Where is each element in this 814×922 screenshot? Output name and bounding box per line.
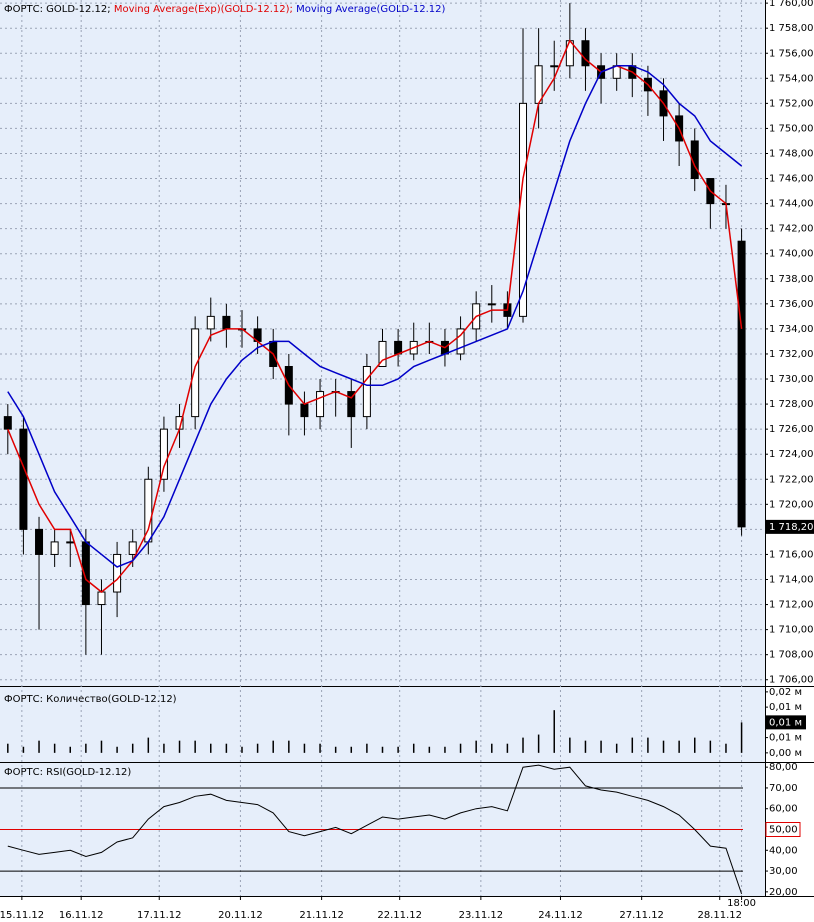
candle-body [362, 365, 371, 418]
candle-body [300, 403, 309, 418]
candle-body [690, 140, 699, 180]
candle-body [534, 65, 543, 104]
candle-body [206, 315, 215, 330]
candle-body [347, 391, 356, 418]
y-tick-label: 0,00 м [769, 748, 802, 759]
panel-title: ФОРТС: Количество(GOLD-12.12) [4, 694, 177, 705]
y-tick-label: 1 752,00 [769, 98, 814, 109]
candle-body [487, 303, 496, 306]
x-tick-label: 23.11.12 [459, 910, 504, 921]
y-tick-label: 1 740,00 [769, 249, 814, 260]
x-tick-label: 18:00 [727, 898, 756, 909]
y-tick-label: 1 724,00 [769, 449, 814, 460]
x-tick-label: 21.11.12 [299, 910, 344, 921]
legend: ФОРТС: GOLD-12.12; Moving Average(Exp)(G… [4, 4, 445, 15]
candle-body [456, 328, 465, 355]
panel-title: ФОРТС: RSI(GOLD-12.12) [4, 767, 131, 778]
y-tick-label: 1 738,00 [769, 274, 814, 285]
candle-body [550, 65, 559, 68]
candle-body [394, 340, 403, 355]
x-tick-label: 27.11.12 [619, 910, 664, 921]
y-tick-label: 0,02 м [769, 687, 802, 698]
x-tick-label: 15.11.12 [0, 910, 44, 921]
x-tick-label: 20.11.12 [218, 910, 263, 921]
y-tick-label: 1 706,00 [769, 675, 814, 686]
y-tick-label: 40,00 [769, 845, 798, 856]
candle-body [316, 391, 325, 418]
y-tick-label: 1 726,00 [769, 424, 814, 435]
y-tick-label: 1 744,00 [769, 199, 814, 210]
legend-entry: Moving Average(Exp)(GOLD-12.12); [114, 4, 293, 15]
y-tick-label: 1 708,00 [769, 650, 814, 661]
candle-body [3, 416, 12, 430]
candle-body [378, 340, 387, 367]
candle-body [35, 528, 44, 555]
y-tick-label: 1 734,00 [769, 324, 814, 335]
y-tick-label: 1 750,00 [769, 123, 814, 134]
x-tick-label: 22.11.12 [377, 910, 422, 921]
y-tick-label: 1 722,00 [769, 474, 814, 485]
x-tick-label: 17.11.12 [137, 910, 182, 921]
y-tick-label: 1 710,00 [769, 625, 814, 636]
y-tick-label: 30,00 [769, 866, 798, 877]
y-tick-label: 1 748,00 [769, 148, 814, 159]
y-tick-label: 1 746,00 [769, 174, 814, 185]
candle-body [222, 315, 231, 330]
y-tick-label: 1 756,00 [769, 48, 814, 59]
ma-line [7, 39, 743, 593]
last-value-label: 1 718,20 [769, 522, 814, 533]
candle-body [191, 328, 200, 418]
y-tick-label: 1 730,00 [769, 374, 814, 385]
y-tick-label: 1 712,00 [769, 600, 814, 611]
y-tick-label: 1 742,00 [769, 224, 814, 235]
y-tick-label: 1 716,00 [769, 549, 814, 560]
candle-body [144, 478, 153, 543]
y-tick-label: 1 760,00 [769, 0, 814, 9]
candle-body [97, 591, 106, 606]
candle-body [737, 240, 746, 528]
y-tick-label: 70,00 [769, 783, 798, 794]
candle-body [50, 541, 59, 555]
rsi-line [7, 764, 743, 895]
last-value-label: 0,01 м [769, 717, 802, 728]
y-tick-label: 20,00 [769, 887, 798, 898]
y-tick-label: 1 732,00 [769, 349, 814, 360]
candle-body [581, 40, 590, 67]
y-tick-label: 0,01 м [769, 733, 802, 744]
candle-body [66, 541, 75, 544]
candle-body [159, 428, 168, 480]
y-tick-label: 1 720,00 [769, 499, 814, 510]
y-tick-label: 1 714,00 [769, 574, 814, 585]
last-value-box [766, 519, 814, 534]
highlight-box [765, 822, 801, 837]
candle-body [612, 65, 621, 79]
legend-entry: ФОРТС: GOLD-12.12; [4, 4, 111, 15]
y-tick-label: 1 758,00 [769, 23, 814, 34]
candle-body [128, 541, 137, 555]
y-tick-label: 60,00 [769, 804, 798, 815]
x-tick-label: 24.11.12 [538, 910, 583, 921]
candle-body [113, 553, 122, 593]
x-tick-label: 28.11.12 [697, 910, 742, 921]
y-tick-label: 1 754,00 [769, 73, 814, 84]
last-value-box [766, 715, 806, 730]
y-tick-label: 50,00 [769, 825, 798, 836]
ma-line [7, 65, 743, 568]
plot-background [0, 0, 765, 896]
y-tick-label: 1 728,00 [769, 399, 814, 410]
y-tick-label: 0,01 м [769, 702, 802, 713]
legend-entry: Moving Average(GOLD-12.12) [296, 4, 445, 15]
y-tick-label: 80,00 [769, 762, 798, 773]
candle-body [19, 428, 28, 530]
x-tick-label: 16.11.12 [59, 910, 104, 921]
y-tick-label: 1 736,00 [769, 299, 814, 310]
